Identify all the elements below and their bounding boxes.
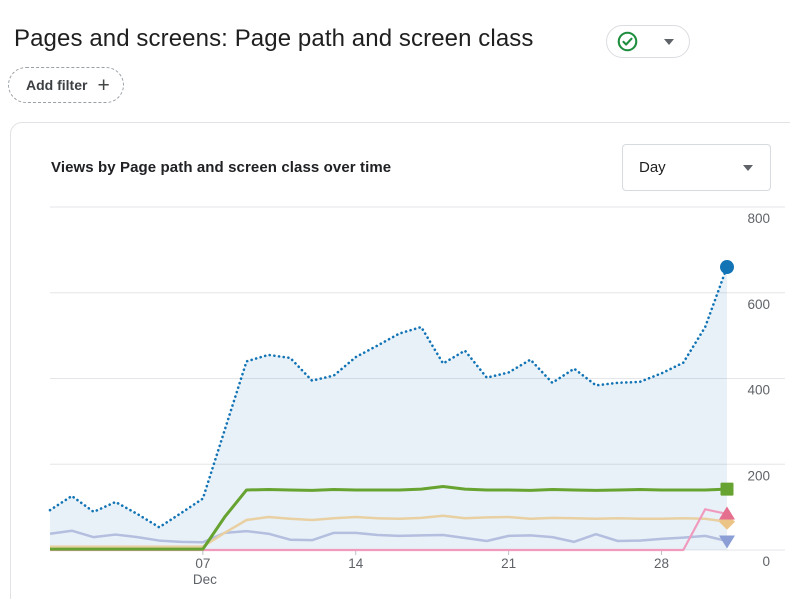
add-filter-label: Add filter bbox=[26, 77, 88, 93]
granularity-select[interactable]: Day bbox=[622, 144, 771, 191]
chevron-down-icon bbox=[664, 38, 674, 45]
plus-icon: + bbox=[97, 73, 110, 97]
granularity-value: Day bbox=[639, 159, 666, 176]
chevron-down-icon bbox=[743, 164, 753, 171]
add-filter-button[interactable]: Add filter + bbox=[8, 67, 124, 103]
report-status-dropdown[interactable] bbox=[606, 25, 690, 58]
check-circle-icon bbox=[617, 31, 638, 52]
chart-title: Views by Page path and screen class over… bbox=[51, 159, 392, 176]
page-title: Pages and screens: Page path and screen … bbox=[14, 25, 534, 52]
chart-card: Views by Page path and screen class over… bbox=[10, 122, 790, 599]
